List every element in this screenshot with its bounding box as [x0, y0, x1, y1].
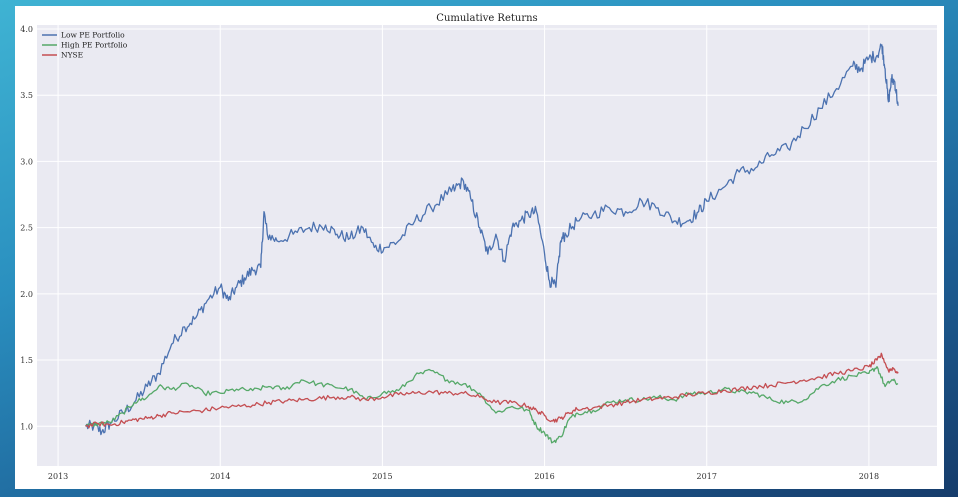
x-tick-label: 2018: [859, 472, 879, 481]
chart-frame: 2013 2014 2015 2016 2017 2018 1.0 1.5 2.0 2.5 3.0 3…: [15, 6, 944, 489]
plot-area: [37, 25, 937, 466]
series-line-low-pe-portfolio: [85, 43, 899, 436]
grid-layer: [37, 25, 937, 466]
legend-label: NYSE: [61, 51, 83, 60]
x-tick-label: 2013: [48, 472, 68, 481]
y-tick-label: 4.0: [20, 25, 33, 34]
series-line-high-pe-portfolio: [85, 366, 899, 444]
y-tick-label: 2.5: [20, 224, 33, 233]
x-tick-label: 2015: [372, 472, 392, 481]
series-layer: [85, 43, 899, 444]
y-tick-label: 1.0: [20, 422, 33, 431]
cumulative-returns-chart: 2013 2014 2015 2016 2017 2018 1.0 1.5 2.0 2.5 3.0 3…: [20, 13, 937, 481]
legend-label: High PE Portfolio: [61, 41, 128, 50]
y-tick-label: 2.0: [20, 290, 33, 299]
series-line-nyse: [85, 352, 899, 429]
y-tick-label: 3.5: [20, 91, 33, 100]
y-tick-label: 1.5: [20, 356, 33, 365]
x-tick-label: 2017: [697, 472, 717, 481]
tick-label-layer: 2013 2014 2015 2016 2017 2018 1.0 1.5 2.0 2.5 3.0 3…: [20, 25, 879, 481]
x-tick-label: 2016: [534, 472, 554, 481]
chart-title: Cumulative Returns: [436, 13, 537, 24]
y-tick-label: 3.0: [20, 157, 33, 166]
legend-label: Low PE Portfolio: [61, 31, 125, 40]
x-tick-label: 2014: [210, 472, 230, 481]
